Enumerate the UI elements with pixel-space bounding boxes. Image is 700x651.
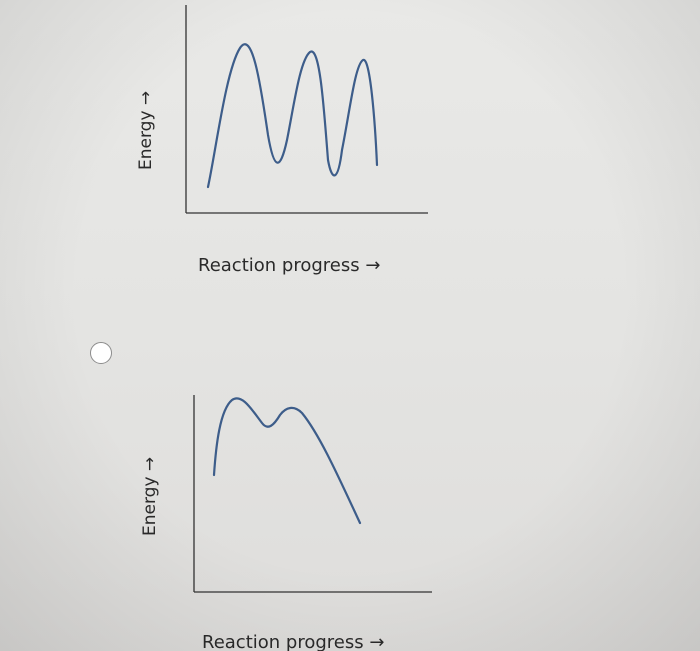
energy-curve xyxy=(206,43,379,189)
y-axis-label: Energy → xyxy=(136,90,156,170)
energy-curve xyxy=(212,397,362,525)
y-axis-label: Energy → xyxy=(140,456,160,536)
energy-diagram xyxy=(185,5,428,214)
answer-option-1: Energy → Reaction progress → xyxy=(0,0,700,300)
x-axis-label: Reaction progress → xyxy=(202,632,385,651)
energy-diagram xyxy=(193,395,432,593)
option-radio-button[interactable] xyxy=(90,342,112,364)
x-axis-label: Reaction progress → xyxy=(198,255,381,276)
answer-option-2: Energy → Reaction progress → xyxy=(0,330,700,651)
